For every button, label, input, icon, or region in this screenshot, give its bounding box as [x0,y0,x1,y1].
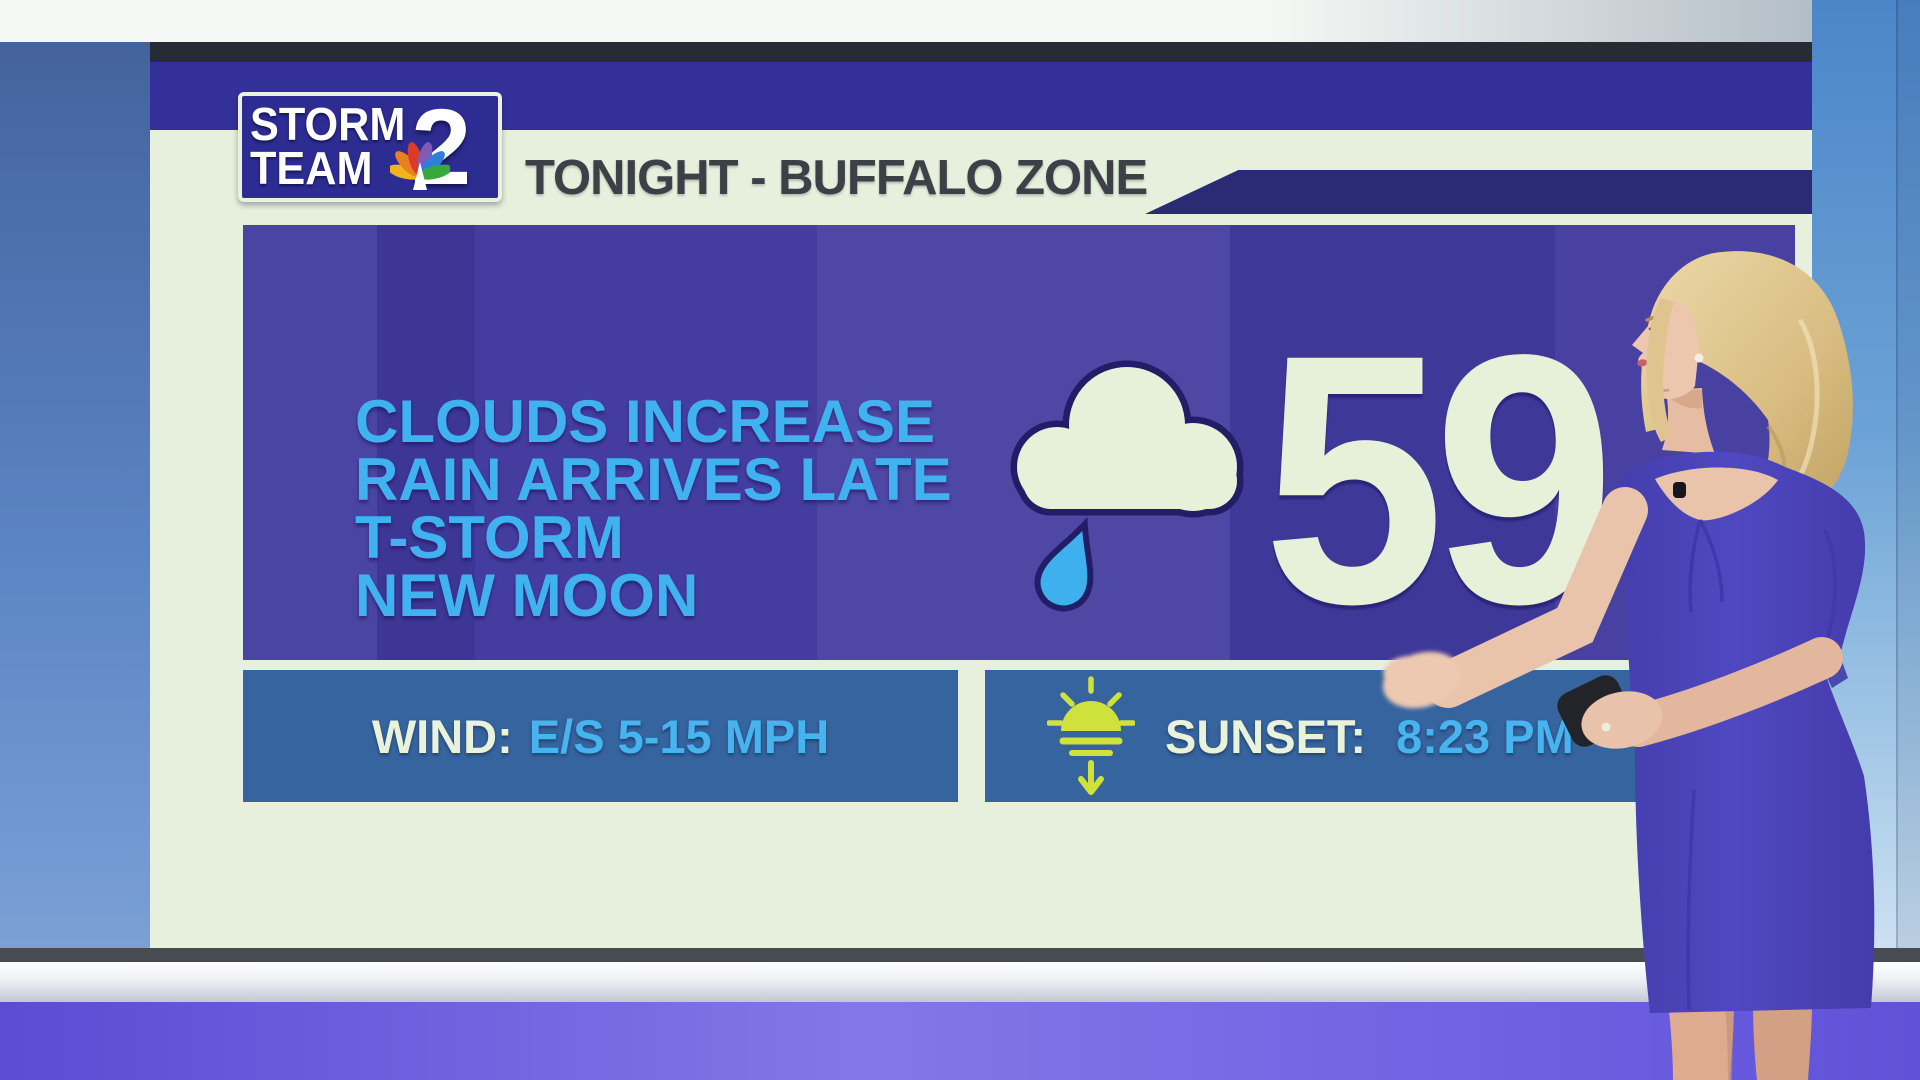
storm-team-2-logo: STORM TEAM 2 [238,92,502,202]
logo-text: STORM TEAM [250,98,406,194]
logo-line-2: TEAM [250,142,373,194]
weather-presenter [1382,251,1875,1080]
studio-floor [0,1002,1920,1080]
navy-accent-bar [1145,170,1812,214]
presenter-legs [1668,1000,1812,1080]
studio-wall-left [0,42,150,960]
presenter-hair [1641,251,1853,511]
panel-stripe [377,225,475,660]
weather-graphic-screen: STORM TEAM 2 TONIGHT - BUFFALO ZONE [150,42,1812,948]
panel-stripe [243,225,377,660]
floor-light-band [0,962,1920,1002]
studio-wall-corner-seam [1896,0,1920,960]
graphic-title: TONIGHT - BUFFALO ZONE [525,151,1148,205]
forecast-line: RAIN ARRIVES LATE [355,446,952,513]
forecast-line: T-STORM [355,504,624,571]
presenter-microphone [1673,482,1686,498]
sunset-label: SUNSET: [1165,709,1367,763]
presenter-dress [1620,451,1875,1013]
logo-line-1: STORM [250,98,406,151]
forecast-text-block: CLOUDS INCREASE RAIN ARRIVES LATE T-STOR… [355,388,952,629]
presenter-earring [1694,353,1704,363]
rain-cloud-icon [1010,360,1244,612]
sunset-value: 8:23 PM [1396,709,1574,763]
nbc-peacock-icon [390,142,450,190]
studio-ceiling [0,0,1812,42]
presenter-clicker-hand [1557,637,1843,749]
screen-top-bezel [150,42,1812,62]
wind-label: WIND: [371,709,513,763]
forecast-line: NEW MOON [355,562,699,629]
forecast-line: CLOUDS INCREASE [355,388,936,455]
screen-bottom-edge [0,948,1920,962]
wind-info-bar: WIND: E/S 5-15 MPH [243,670,958,802]
sunset-icon [1047,676,1135,795]
forecast-panel: CLOUDS INCREASE RAIN ARRIVES LATE T-STOR… [243,225,1795,660]
presenter-extended-arm [1382,487,1648,709]
temperature-value: 59 [1263,282,1615,660]
wind-value: E/S 5-15 MPH [528,709,830,763]
